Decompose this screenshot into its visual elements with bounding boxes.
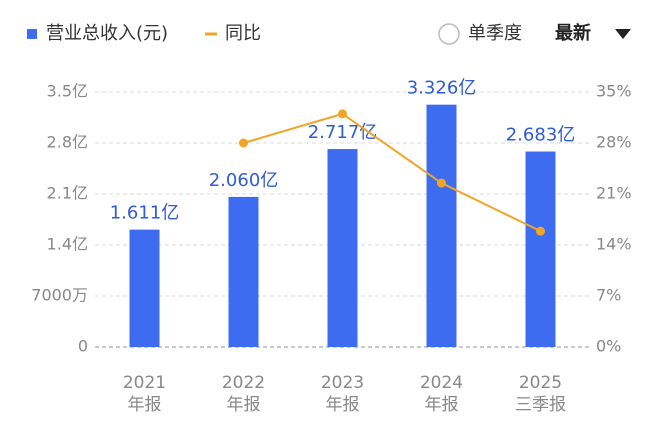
radio-button[interactable] (438, 23, 460, 45)
y-tick-label: 7000万 (31, 286, 88, 305)
bar (129, 229, 160, 347)
x-tick-label: 2025 (519, 373, 562, 393)
value-label: 2.060亿 (209, 170, 279, 191)
bar (228, 196, 259, 347)
x-tick-sublabel: 年报 (326, 395, 360, 415)
period-select[interactable]: 最新 (555, 22, 591, 44)
x-tick-label: 2021 (123, 373, 166, 393)
bar (525, 151, 556, 347)
value-label: 2.717亿 (308, 122, 378, 143)
y2-tick-label: 14% (596, 235, 632, 254)
value-label: 1.611亿 (110, 203, 180, 224)
x-tick-sublabel: 年报 (227, 395, 261, 415)
y-tick-label: 2.1亿 (47, 184, 88, 203)
y-tick-label: 0 (78, 337, 88, 356)
y2-tick-label: 0% (596, 337, 621, 356)
legend-swatch (27, 29, 37, 39)
single-quarter-label[interactable]: 单季度 (468, 23, 522, 44)
y2-tick-label: 35% (596, 82, 632, 101)
line-point (338, 109, 347, 119)
x-tick-label: 2022 (222, 373, 265, 393)
y2-tick-label: 7% (596, 286, 621, 305)
value-label: 3.326亿 (407, 78, 477, 99)
dropdown-arrow[interactable] (615, 29, 631, 39)
x-tick-label: 2024 (420, 373, 463, 393)
line-point (536, 226, 545, 236)
y2-tick-label: 28% (596, 133, 632, 152)
x-tick-label: 2023 (321, 373, 364, 393)
x-tick-sublabel: 年报 (425, 395, 459, 415)
line-point (239, 138, 248, 148)
legend-label: 营业总收入(元) (46, 23, 168, 44)
value-label: 2.683亿 (506, 125, 576, 146)
x-tick-sublabel: 三季报 (515, 395, 566, 415)
x-tick-sublabel: 年报 (128, 395, 162, 415)
y-tick-label: 3.5亿 (47, 82, 88, 101)
y2-tick-label: 21% (596, 184, 632, 203)
legend-label: 同比 (225, 23, 261, 44)
y-tick-label: 2.8亿 (47, 133, 88, 152)
y-tick-label: 1.4亿 (47, 235, 88, 254)
line (243, 112, 541, 233)
bar (426, 104, 457, 347)
line-point (437, 178, 446, 188)
bar (327, 149, 358, 347)
